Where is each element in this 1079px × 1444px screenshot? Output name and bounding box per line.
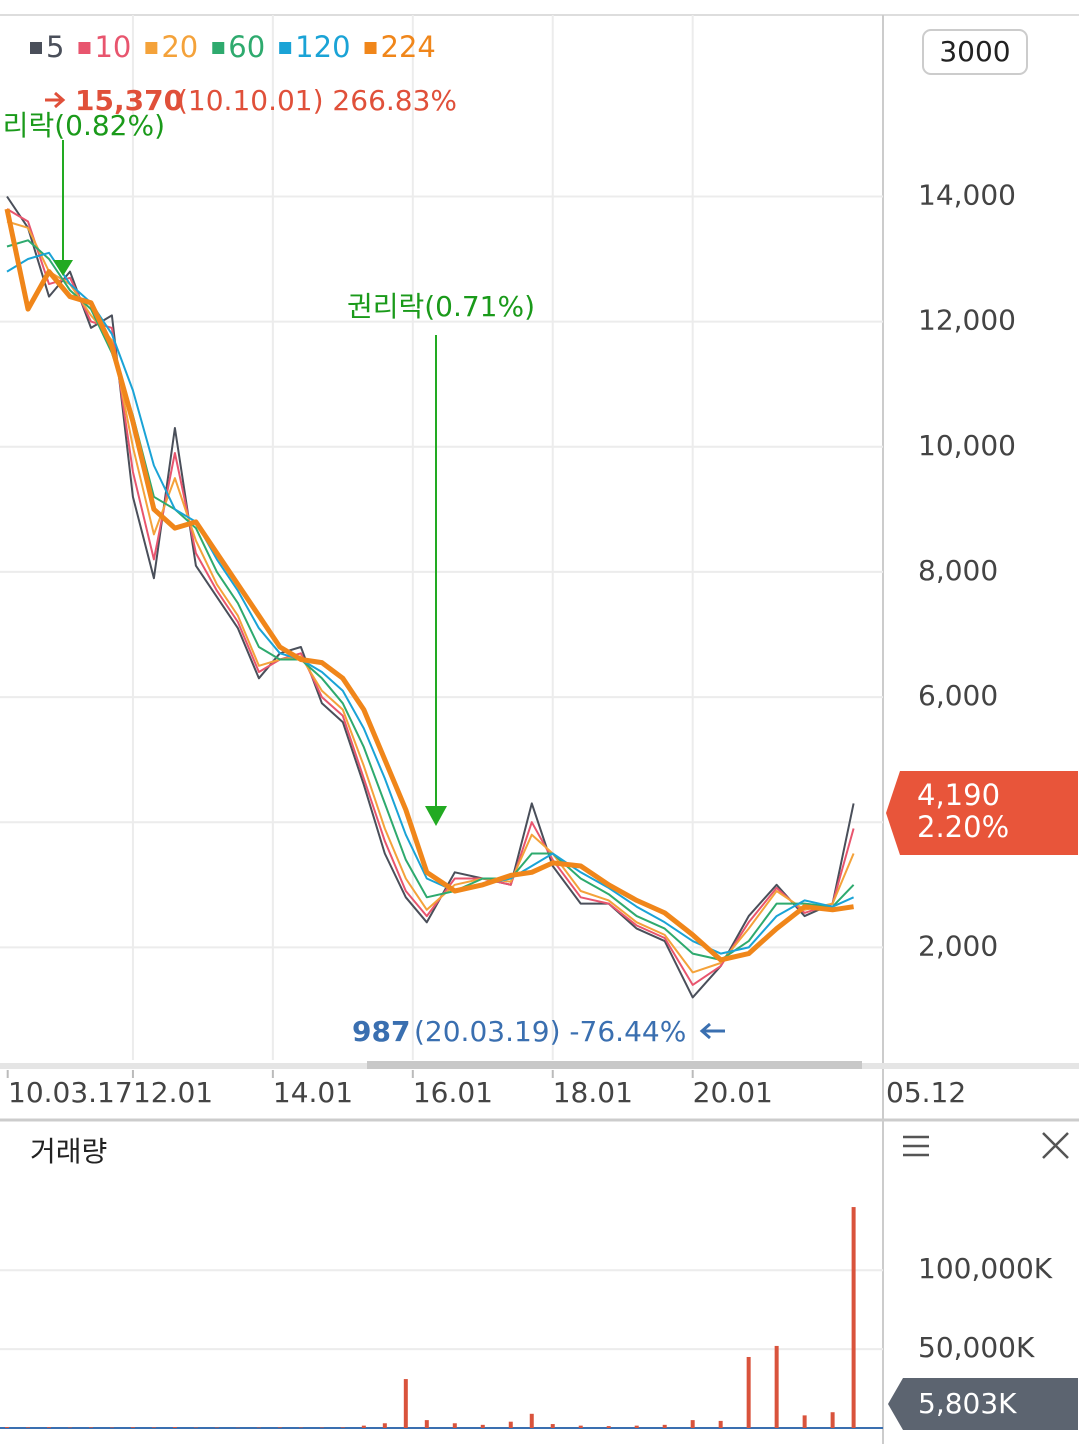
legend-label: 120 [295,30,350,64]
last-date: 05.12 [886,1076,966,1109]
legend-label: 60 [228,30,265,64]
high-price: 15,370 [75,84,183,117]
legend-label: 5 [46,30,64,64]
volume-bar [634,1425,639,1428]
ma-line [6,208,855,986]
legend-label: 224 [381,30,436,64]
low-arrow [699,1022,725,1040]
volume-bar [151,1427,156,1428]
volume-bar [424,1420,429,1428]
volume-bar [452,1423,457,1428]
volume-title: 거래량 [30,1135,107,1168]
y-tick-label: 14,000 [918,178,1016,211]
scale-button[interactable] [922,29,1028,75]
volume-bar [662,1424,667,1428]
y-tick-label: 50,000K [918,1331,1035,1364]
volume-bar [277,1427,282,1428]
legend-swatch [78,42,91,54]
volume-bar [508,1421,513,1428]
x-tick-label: 12.01 [133,1076,213,1109]
y-tick-label: 2,000 [918,929,998,962]
high-detail: (10.10.01) 266.83% [177,84,457,117]
volume-bar [529,1413,534,1428]
legend-swatch [30,42,42,54]
volume-bar [46,1427,51,1428]
x-tick-label: 10.03.17 [8,1076,133,1109]
high-arrow [45,91,66,109]
y-tick-label: 10,000 [918,429,1016,462]
rights-label: 권리락(0.82%) [0,109,165,142]
volume-bar [550,1424,555,1428]
legend-label: 20 [161,30,198,64]
volume-bar [172,1427,177,1428]
volume-bar [718,1420,723,1428]
low-detail: (20.03.19) -76.44% [414,1015,686,1048]
volume-bar [830,1412,835,1428]
legend-swatch [364,42,377,54]
y-tick-label: 12,000 [918,304,1016,337]
ma-line [6,239,855,961]
rights-arrow-head [53,260,73,276]
volume-bar [130,1427,135,1428]
x-tick-label: 18.01 [553,1076,633,1109]
volume-bar [340,1427,345,1428]
price-tag [886,771,1078,855]
legend-label: 10 [94,30,131,64]
volume-bar [851,1207,856,1428]
x-tick-label: 14.01 [273,1076,353,1109]
volume-bar [403,1379,408,1428]
legend-swatch [212,42,225,54]
volume-bar [802,1415,807,1428]
volume-bar [25,1427,30,1428]
volume-bar [746,1356,751,1428]
price-tag-change: 2.20% [917,810,1009,844]
volume-tag [888,1378,1078,1430]
rights-arrow-head [425,806,447,826]
legend-swatch [145,42,158,54]
low-price: 987 [352,1015,410,1048]
scale-button-label[interactable]: 3000 [939,35,1010,68]
scroll-thumb[interactable] [367,1061,862,1069]
ma-line [6,251,855,955]
close-icon[interactable] [1042,1132,1069,1159]
volume-tag-value: 5,803K [918,1387,1017,1420]
y-tick-label: 6,000 [918,679,998,712]
ma-line [6,220,855,974]
volume-bar [774,1345,779,1428]
y-tick-label: 8,000 [918,554,998,587]
price-tag-value: 4,190 [917,778,1000,812]
volume-bar [690,1420,695,1428]
ma-line [4,208,854,963]
rights-label: 권리락(0.71%) [347,290,535,323]
ma-line [6,195,855,999]
x-tick-label: 20.01 [693,1076,773,1109]
legend-swatch [279,42,292,54]
volume-bar [4,1427,9,1428]
y-tick-label: 100,000K [918,1252,1053,1285]
menu-icon[interactable] [903,1135,929,1157]
volume-bar [578,1425,583,1428]
volume-bar [88,1427,93,1428]
volume-bar [606,1426,611,1428]
volume-bar [480,1424,485,1428]
volume-bar [361,1425,366,1428]
volume-bar [382,1423,387,1428]
x-tick-label: 16.01 [413,1076,493,1109]
